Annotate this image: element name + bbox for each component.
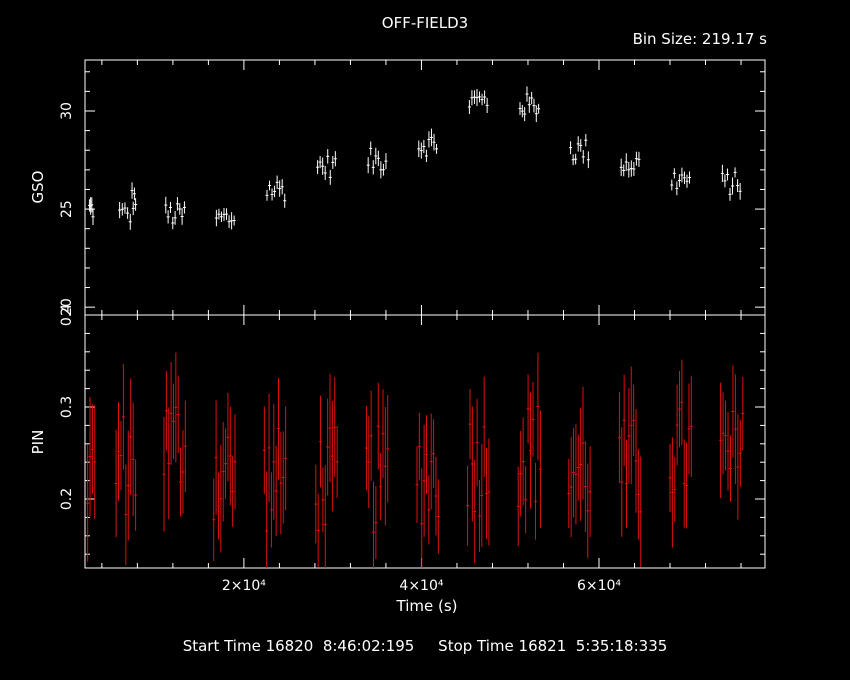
x-tick-label: 6×10⁴: [577, 578, 621, 594]
x-axis-label: Time (s): [396, 597, 458, 615]
gso-panel-frame: [84, 59, 766, 316]
x-tick-label: 4×10⁴: [399, 578, 443, 594]
gso-ytick-label: 25: [59, 200, 75, 218]
gso-ytick-label: 30: [59, 102, 75, 120]
x-tick-label: 2×10⁴: [222, 578, 266, 594]
pin-ytick-label: 0.3: [59, 396, 75, 418]
gso-ytick-label: 20: [59, 298, 75, 316]
pin-ytick-label: 0.4: [59, 304, 75, 326]
chart-title: OFF-FIELD3: [381, 14, 469, 32]
time-range-footer: Start Time 16820 8:46:02:195 Stop Time 1…: [182, 637, 668, 655]
gso-axis-label: GSO: [29, 170, 47, 204]
pin-axis-label: PIN: [29, 429, 47, 455]
pin-ytick-label: 0.2: [59, 488, 75, 510]
bin-size-label: Bin Size: 219.17 s: [632, 30, 767, 48]
pin-panel-frame: [84, 314, 766, 569]
